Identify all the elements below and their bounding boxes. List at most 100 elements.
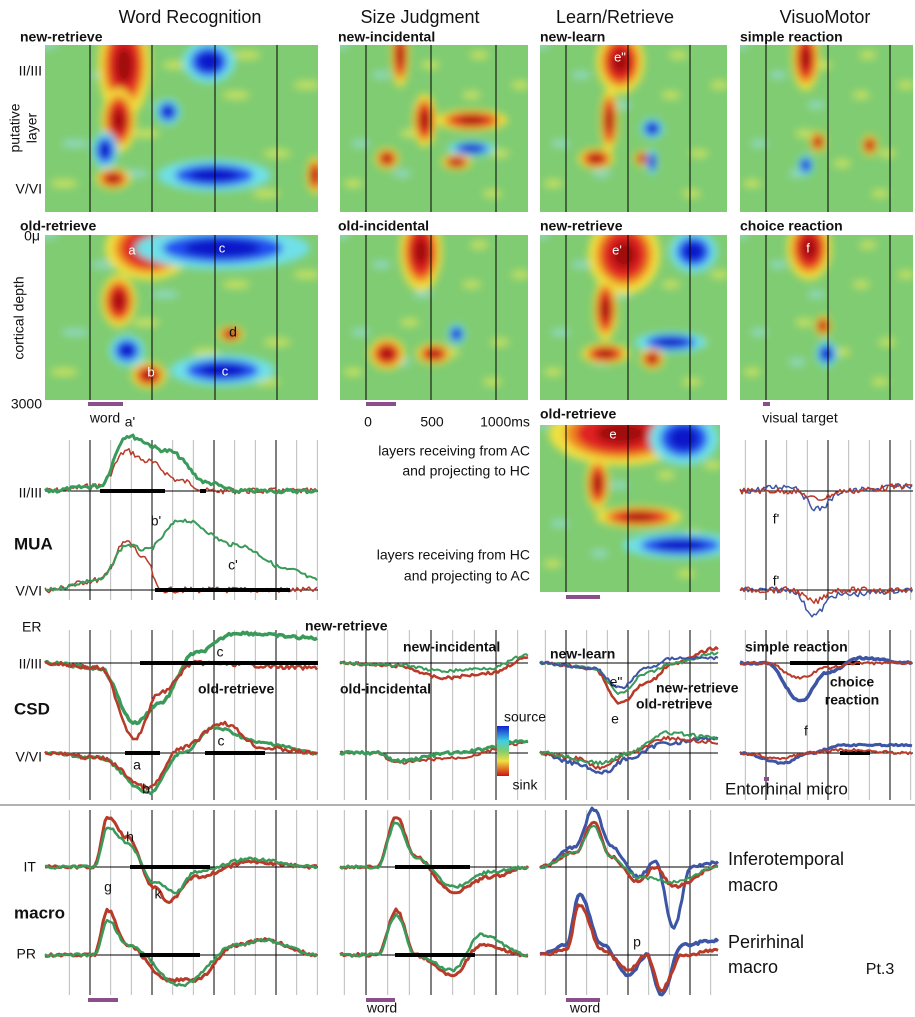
label: II/III [19, 63, 42, 79]
label: macro [14, 903, 65, 922]
streak [222, 90, 250, 100]
label: II/III [19, 656, 42, 672]
significance-bar [840, 751, 870, 755]
streak [543, 559, 562, 568]
label: layer [24, 112, 40, 143]
streak [859, 240, 877, 250]
blob [162, 105, 174, 118]
label: old-retrieve [198, 681, 274, 697]
significance-bar [100, 489, 165, 493]
peak-letter: a [128, 242, 136, 257]
streak [610, 480, 629, 490]
condition-label: old-retrieve [540, 406, 616, 422]
label: word [89, 410, 120, 426]
streak [540, 235, 550, 240]
blob [589, 154, 603, 163]
trace [739, 660, 913, 680]
trace [44, 720, 318, 791]
label: a' [125, 414, 135, 430]
trace [539, 892, 720, 997]
label: word [366, 1000, 397, 1016]
label: simple reaction [745, 639, 848, 655]
streak [462, 90, 481, 100]
streak [413, 290, 433, 299]
label: c [218, 733, 225, 749]
significance-bar [790, 661, 860, 665]
blob [611, 241, 637, 269]
label: c' [228, 557, 238, 573]
label: h [126, 829, 134, 845]
streak [132, 318, 160, 327]
label: PR [17, 946, 36, 962]
traces [44, 402, 913, 1002]
label: V/VI [16, 583, 42, 599]
blob [461, 145, 483, 153]
trace [44, 518, 318, 592]
blob [397, 45, 404, 67]
streak [878, 149, 896, 158]
label: V/VI [16, 749, 42, 765]
streak [612, 100, 632, 110]
streak [400, 318, 419, 327]
blob [821, 348, 832, 360]
label: 1000ms [480, 414, 530, 430]
heatmap [340, 235, 528, 400]
trace [339, 656, 529, 681]
blob [601, 298, 610, 321]
streak [490, 149, 510, 158]
blob [639, 155, 646, 162]
trace [739, 482, 913, 501]
blob [612, 50, 629, 73]
label: word [569, 1000, 600, 1016]
streak [571, 70, 591, 80]
blob [197, 52, 221, 72]
trace [339, 653, 529, 674]
label: f' [773, 511, 780, 527]
streak [45, 235, 59, 240]
streak [462, 280, 481, 289]
streak [871, 377, 889, 386]
blob [866, 141, 873, 149]
heatmap [740, 45, 913, 212]
streak [590, 549, 609, 558]
streak [351, 139, 371, 148]
streak [543, 179, 563, 188]
heatmap [45, 235, 318, 400]
streak [807, 100, 825, 110]
streak [852, 90, 870, 100]
label: Entorhinal micro [725, 779, 848, 798]
heatmap-bg [740, 45, 913, 212]
blob [668, 426, 700, 451]
blobs [340, 45, 528, 198]
blob [649, 156, 655, 168]
trace [539, 730, 719, 766]
label: 500 [420, 414, 444, 430]
blob [112, 291, 125, 311]
blob [648, 355, 657, 363]
trace [539, 824, 719, 885]
blob [420, 110, 429, 130]
note: and projecting to HC [402, 463, 530, 479]
stimulus-bar [366, 998, 395, 1002]
blob [802, 160, 810, 170]
streak [689, 149, 709, 158]
label: reaction [825, 692, 879, 708]
streak [392, 169, 412, 178]
heatmap [540, 235, 727, 400]
trace [739, 742, 913, 765]
blob [413, 237, 429, 266]
label: Pt.3 [866, 961, 895, 978]
significance-bar [125, 751, 160, 755]
streak [592, 169, 612, 178]
label: cortical depth [11, 276, 27, 359]
trace [339, 821, 529, 889]
label: g [104, 879, 112, 895]
streak [833, 159, 851, 168]
blob [459, 116, 485, 124]
streak [852, 280, 870, 289]
streak [669, 50, 688, 60]
blob [427, 350, 441, 358]
streak [657, 470, 675, 480]
streak [897, 270, 913, 279]
streak [550, 519, 569, 528]
